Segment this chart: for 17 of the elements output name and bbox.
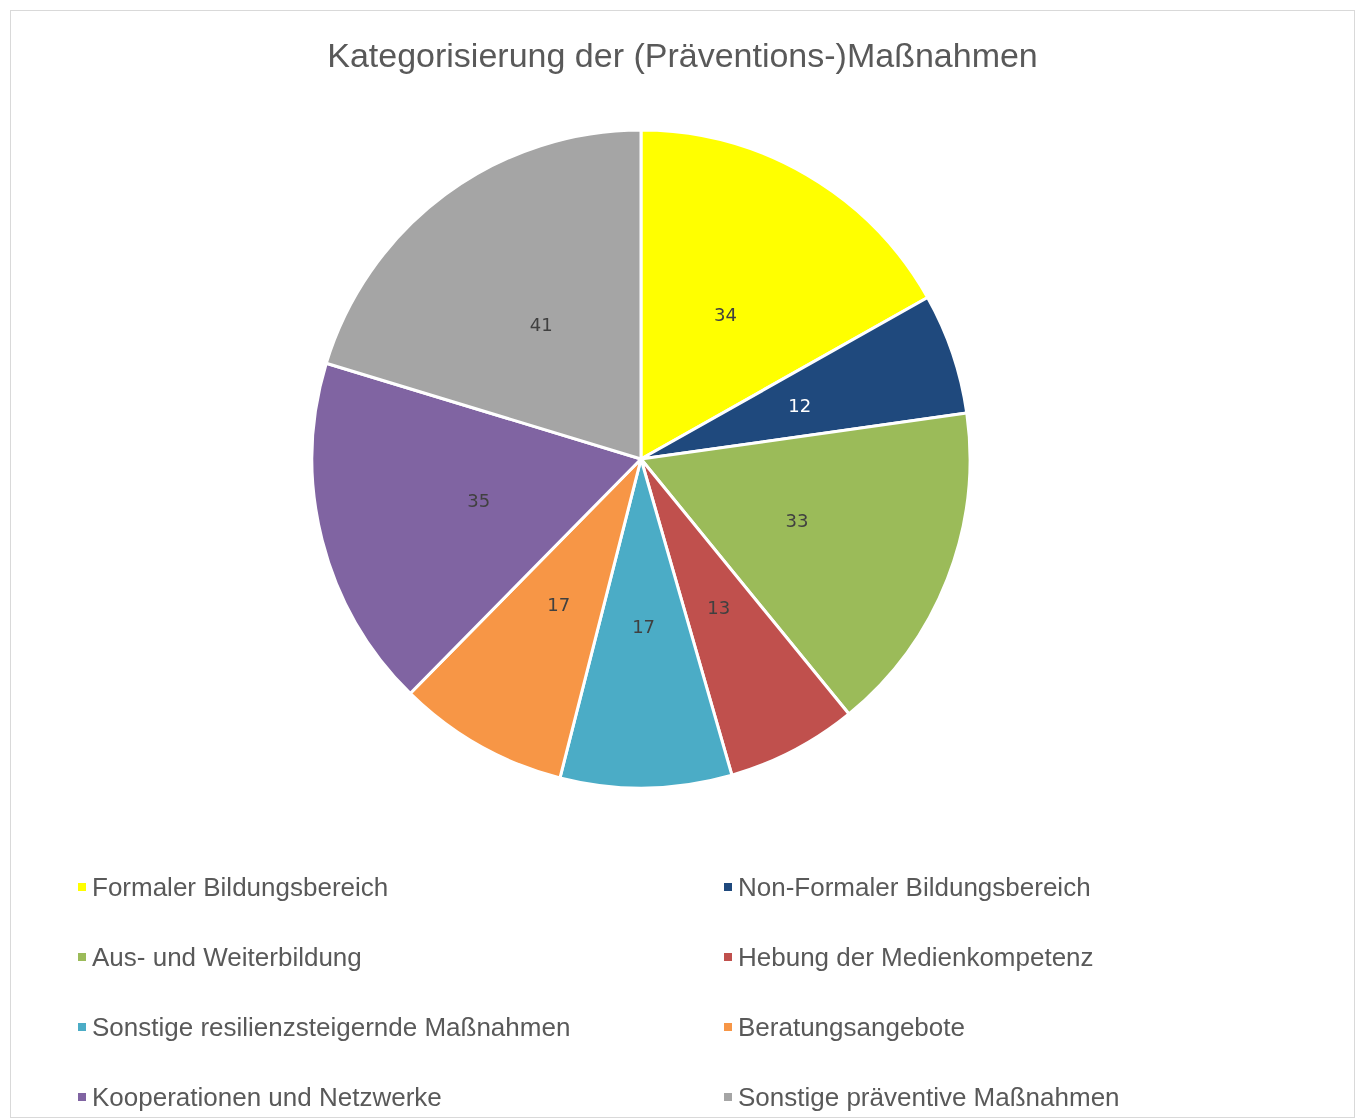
legend-label: Beratungsangebote (738, 1012, 965, 1042)
data-label: 35 (467, 489, 491, 511)
legend-label: Formaler Bildungsbereich (92, 872, 389, 902)
data-label: 12 (788, 394, 812, 416)
legend-label: Non-Formaler Bildungsbereich (738, 872, 1091, 902)
legend-label: Kooperationen und Netzwerke (92, 1082, 442, 1112)
legend-label: Hebung der Medienkompetenz (738, 942, 1094, 972)
chart-title: Kategorisierung der (Präventions-)Maßnahmen (327, 36, 1038, 74)
data-label: 17 (632, 615, 656, 637)
data-label: 13 (707, 596, 731, 618)
data-label: 34 (714, 303, 737, 325)
legend-label: Aus- und Weiterbildung (92, 942, 362, 972)
legend-label: Sonstige präventive Maßnahmen (738, 1082, 1120, 1112)
data-label: 17 (547, 594, 571, 616)
data-label: 41 (529, 313, 553, 335)
legend-label: Sonstige resilienzsteigernde Maßnahmen (92, 1012, 571, 1042)
data-label: 33 (785, 509, 809, 531)
